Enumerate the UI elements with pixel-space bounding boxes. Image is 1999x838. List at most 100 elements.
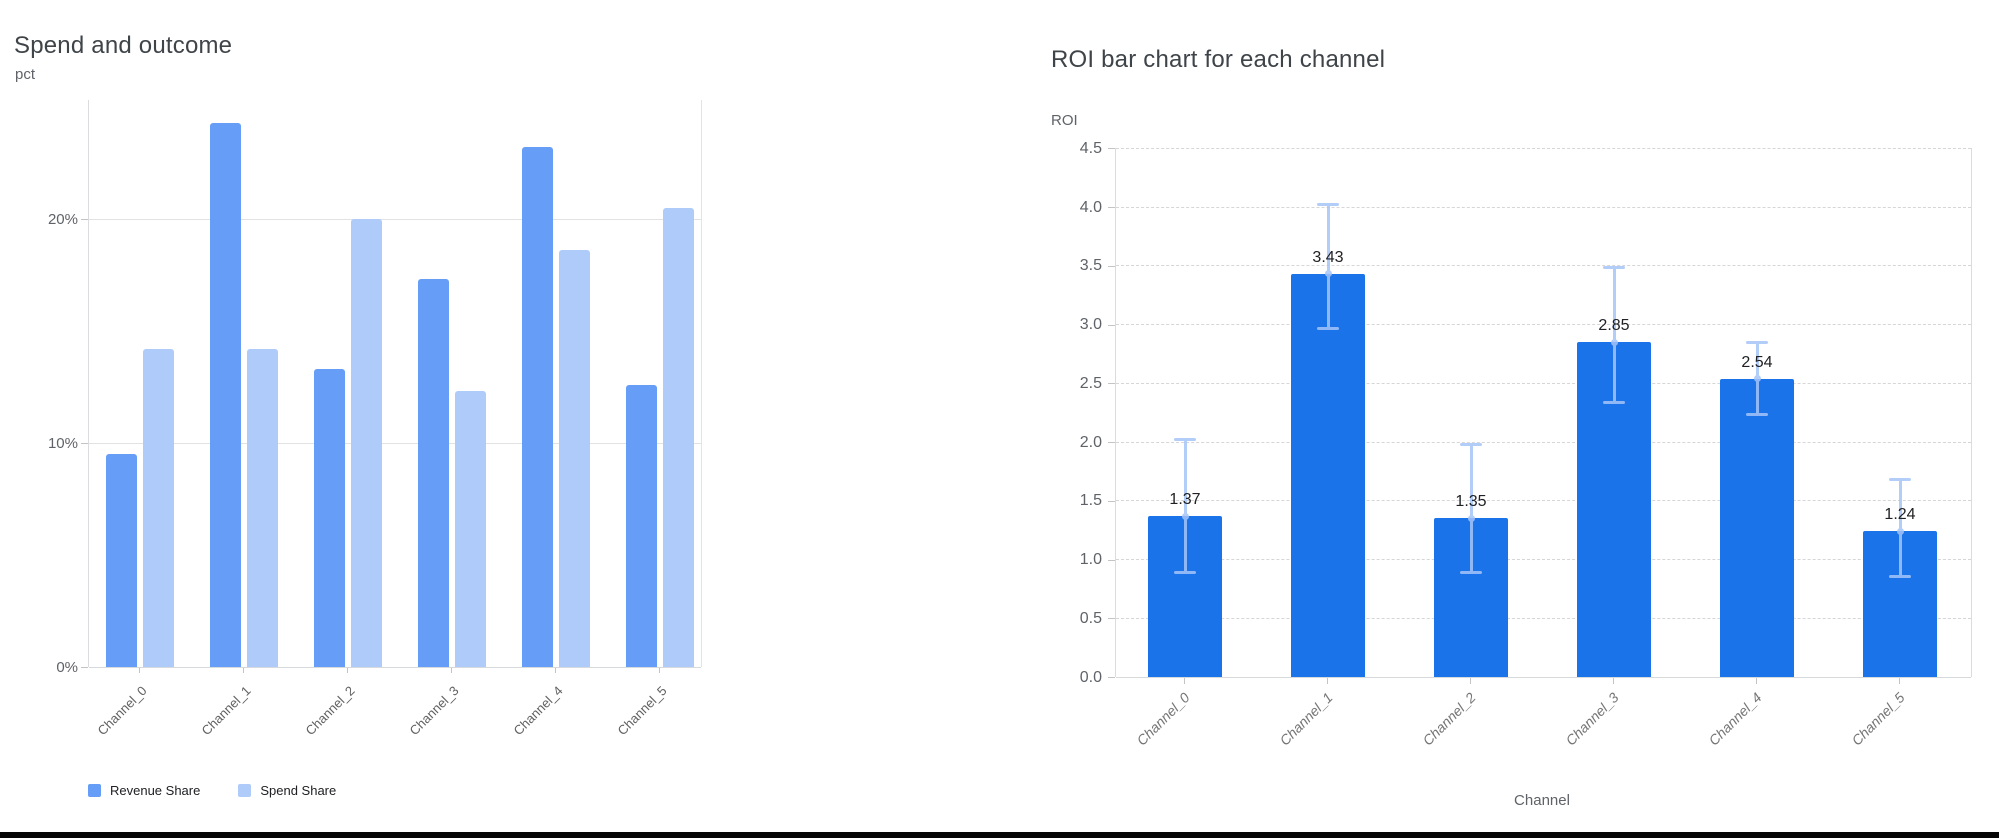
error-bar-top-cap (1746, 340, 1768, 344)
gridline-4.5 (1116, 147, 1971, 149)
legend-swatch (88, 784, 101, 797)
spend-share-bar (143, 348, 174, 667)
error-bar-bottom-cap (1746, 413, 1768, 417)
x-axis-label: Channel_2 (302, 683, 358, 739)
error-bar-bottom-cap (1317, 327, 1339, 331)
error-bar-mean-dot (1610, 338, 1618, 346)
revenue-share-bar (106, 454, 137, 667)
x-axis-tick (1756, 678, 1757, 684)
bar-value-label: 1.24 (1884, 506, 1916, 524)
revenue-share-bar (522, 147, 553, 667)
y-axis-tick (1108, 559, 1115, 561)
roi-plot-area: 1.37 3.43 1.35 2.85 2.54 1.24 (1115, 147, 1972, 678)
error-bar-mean-dot (1753, 375, 1761, 383)
legend-item: Revenue Share (88, 783, 200, 798)
x-axis-tick (1899, 678, 1900, 684)
error-bar (1746, 340, 1768, 417)
x-axis-tick (1613, 678, 1614, 684)
error-bar-top-cap (1317, 203, 1339, 207)
window-bottom-edge (0, 832, 1999, 838)
bar-value-label: 1.35 (1455, 493, 1487, 511)
y-tick-label: 4.0 (1079, 198, 1102, 216)
y-tick-label: 0.0 (1079, 668, 1102, 686)
legend-item: Spend Share (238, 783, 336, 798)
spend-outcome-plot-area (88, 100, 702, 668)
gridline-3.0 (1116, 324, 1971, 325)
error-bar-bottom-cap (1174, 570, 1196, 574)
error-bar-stem (1183, 438, 1187, 574)
error-bar-mean-dot (1181, 512, 1189, 520)
y-axis-tick (81, 443, 88, 444)
x-axis-tick (555, 668, 556, 673)
error-bar (1460, 443, 1482, 574)
gridline-0.0 (1116, 676, 1971, 678)
y-tick-label: 1.5 (1079, 492, 1102, 510)
x-axis-label: Channel_0 (94, 683, 150, 739)
legend-swatch (238, 784, 252, 797)
y-tick-label: 0% (56, 659, 78, 676)
x-axis-tick (139, 668, 140, 673)
y-tick-label: 4.5 (1079, 139, 1102, 157)
x-axis-tick (243, 668, 244, 673)
y-axis-tick (1108, 265, 1115, 267)
gridline-0% (89, 666, 701, 668)
gridline-1.5 (1116, 500, 1971, 502)
roi-y-axis-unit: ROI (1051, 112, 1078, 129)
roi-bar (1720, 378, 1794, 677)
error-bar-mean-dot (1467, 514, 1475, 522)
bar-value-label: 2.54 (1741, 353, 1773, 371)
y-tick-label: 3.0 (1079, 316, 1102, 333)
legend-label: Spend Share (260, 783, 337, 798)
x-axis-label: Channel_0 (1133, 689, 1193, 749)
spend-share-bar (455, 391, 486, 667)
y-tick-label: 0.5 (1079, 609, 1102, 627)
y-axis-tick (1108, 677, 1115, 678)
error-bar-stem (1612, 265, 1616, 405)
error-bar-bottom-cap (1460, 570, 1482, 574)
gridline-3.5 (1116, 265, 1971, 267)
gridline-1.0 (1116, 559, 1971, 560)
gridline-4.0 (1116, 206, 1971, 208)
error-bar-bottom-cap (1889, 575, 1911, 579)
revenue-share-bar (210, 122, 241, 667)
spend-outcome-title: Spend and outcome (14, 31, 233, 59)
x-axis-label: Channel_3 (406, 683, 462, 739)
y-tick-label: 20% (47, 211, 78, 228)
y-axis-tick (1108, 383, 1115, 385)
y-tick-label: 1.0 (1079, 551, 1102, 568)
error-bar-mean-dot (1896, 527, 1904, 535)
x-axis-label: Channel_4 (1705, 689, 1765, 749)
error-bar-mean-dot (1324, 270, 1332, 278)
spend-share-bar (351, 219, 382, 667)
error-bar-top-cap (1889, 478, 1911, 482)
error-bar-top-cap (1460, 443, 1482, 447)
x-axis-tick (1184, 678, 1185, 684)
y-axis-tick (81, 219, 88, 220)
roi-chart-title: ROI bar chart for each channel (1051, 45, 1386, 73)
gridline-20% (89, 218, 701, 220)
gridline-2.5 (1116, 382, 1971, 384)
x-axis-label: Channel_4 (510, 683, 566, 739)
bar-value-label: 1.37 (1169, 491, 1201, 509)
y-axis-tick (1108, 207, 1115, 208)
x-axis-tick (1470, 678, 1471, 684)
x-axis-label: Channel_1 (198, 683, 254, 739)
y-axis-tick (81, 667, 88, 668)
gridline-0.5 (1116, 617, 1971, 619)
spend-outcome-legend: Revenue Share Spend Share (88, 783, 374, 798)
y-tick-label: 2.5 (1079, 374, 1102, 392)
y-axis-tick (1108, 324, 1115, 326)
bar-value-label: 2.85 (1598, 317, 1630, 335)
error-bar (1603, 265, 1625, 405)
y-tick-label: 10% (47, 435, 78, 452)
x-axis-label: Channel_1 (1276, 689, 1336, 749)
x-axis-label: Channel_2 (1419, 689, 1479, 749)
error-bar-top-cap (1603, 265, 1625, 269)
error-bar-top-cap (1174, 438, 1196, 442)
x-axis-tick (1327, 678, 1328, 684)
error-bar (1174, 438, 1196, 574)
x-axis-label: Channel_3 (1562, 689, 1622, 749)
gridline-2.0 (1116, 441, 1971, 443)
y-axis-tick (1108, 442, 1115, 443)
